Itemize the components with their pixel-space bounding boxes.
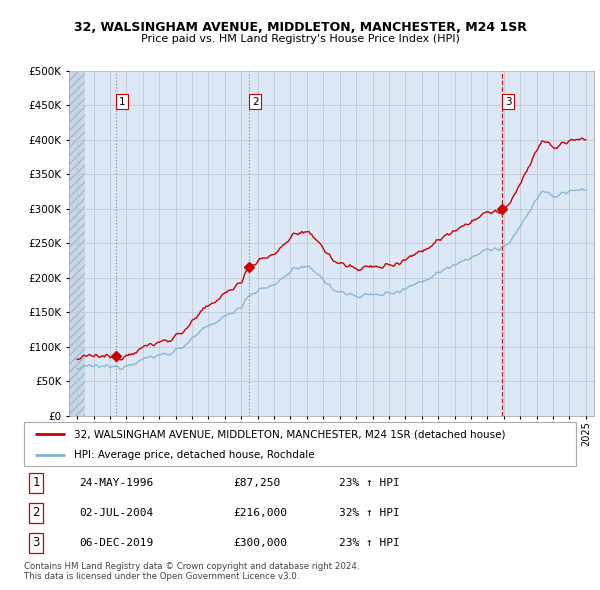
Text: 24-MAY-1996: 24-MAY-1996 [79,477,154,487]
Text: 3: 3 [505,97,512,107]
Text: HPI: Average price, detached house, Rochdale: HPI: Average price, detached house, Roch… [74,450,314,460]
Text: 2: 2 [252,97,259,107]
Text: 2: 2 [32,506,40,519]
Text: 32, WALSINGHAM AVENUE, MIDDLETON, MANCHESTER, M24 1SR: 32, WALSINGHAM AVENUE, MIDDLETON, MANCHE… [74,21,526,34]
Text: Contains HM Land Registry data © Crown copyright and database right 2024.
This d: Contains HM Land Registry data © Crown c… [24,562,359,581]
Text: 32% ↑ HPI: 32% ↑ HPI [338,508,400,518]
Text: 02-JUL-2004: 02-JUL-2004 [79,508,154,518]
Text: 1: 1 [32,476,40,489]
Text: 23% ↑ HPI: 23% ↑ HPI [338,477,400,487]
Text: 06-DEC-2019: 06-DEC-2019 [79,538,154,548]
Text: £216,000: £216,000 [234,508,288,518]
Text: 1: 1 [119,97,125,107]
Text: 32, WALSINGHAM AVENUE, MIDDLETON, MANCHESTER, M24 1SR (detached house): 32, WALSINGHAM AVENUE, MIDDLETON, MANCHE… [74,430,505,439]
Text: Price paid vs. HM Land Registry's House Price Index (HPI): Price paid vs. HM Land Registry's House … [140,34,460,44]
Text: £300,000: £300,000 [234,538,288,548]
Text: 3: 3 [32,536,40,549]
Text: 23% ↑ HPI: 23% ↑ HPI [338,538,400,548]
Bar [69,71,85,416]
Text: £87,250: £87,250 [234,477,281,487]
